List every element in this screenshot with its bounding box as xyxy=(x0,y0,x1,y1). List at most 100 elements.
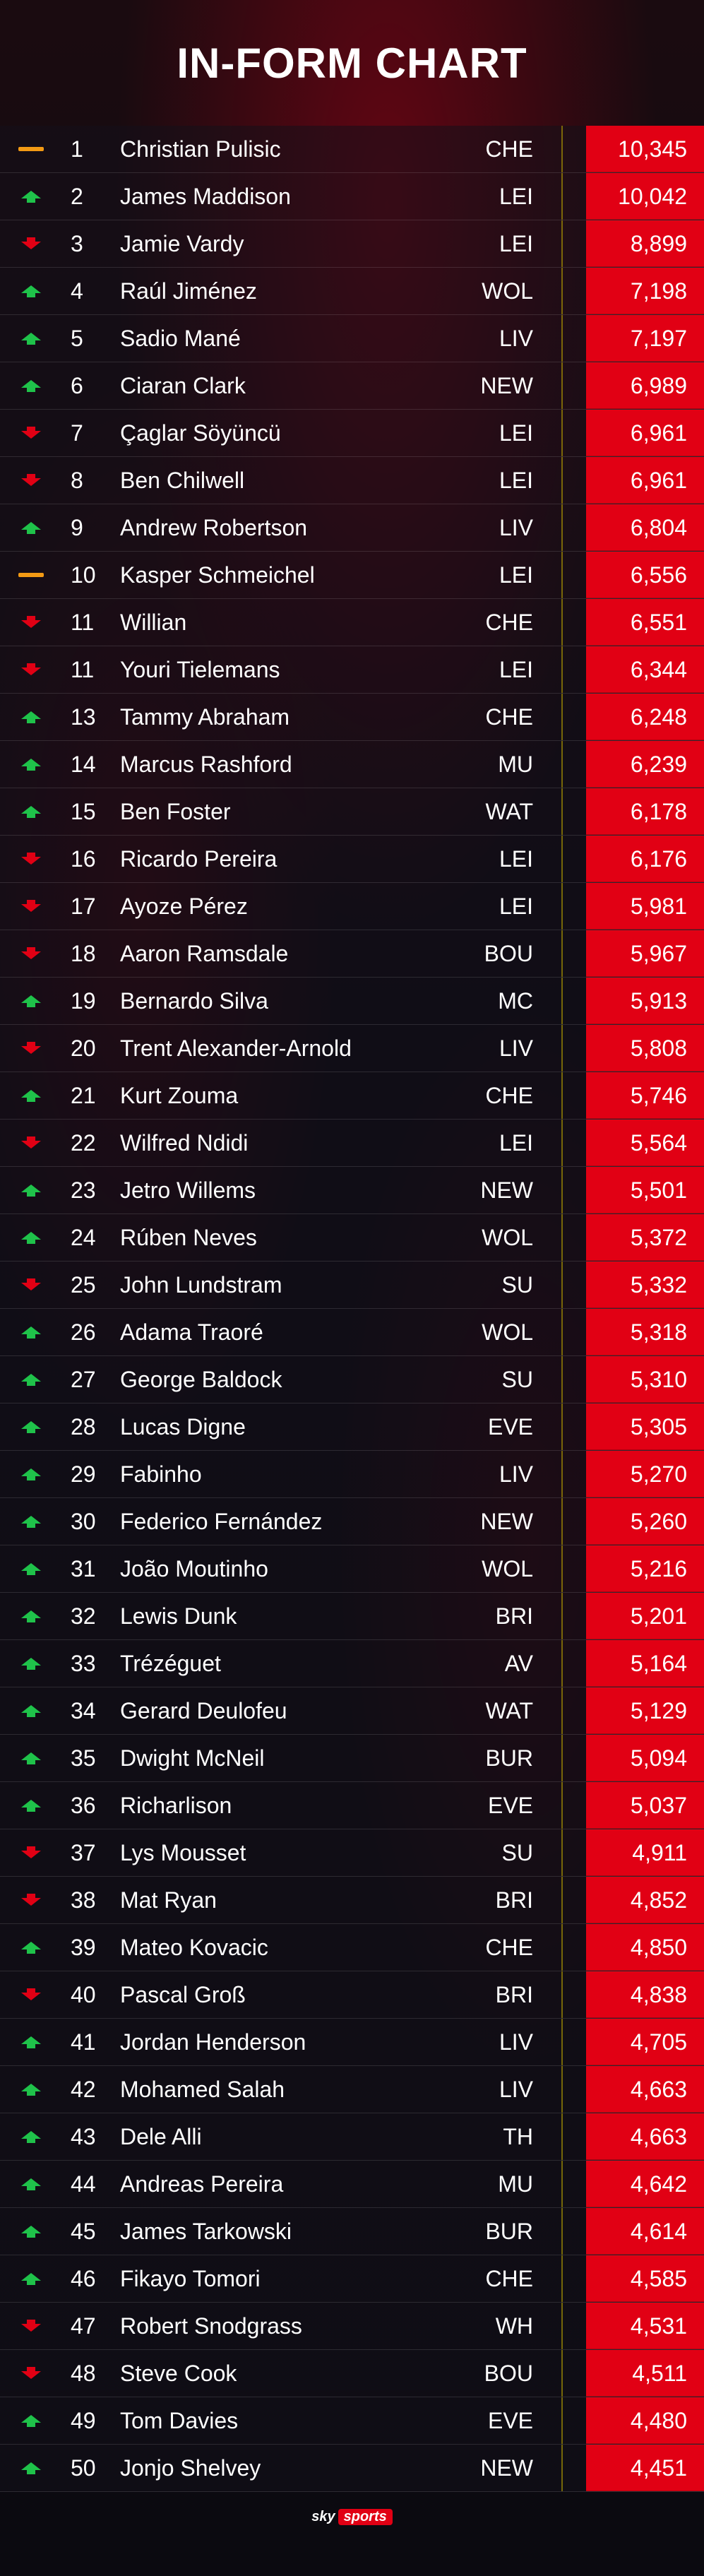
player-name: Kasper Schmeichel xyxy=(120,562,315,588)
points: 10,042 xyxy=(586,173,704,220)
rank: 27 xyxy=(71,1367,96,1392)
club: EVE xyxy=(487,1793,533,1818)
club: CHE xyxy=(485,704,533,730)
trend-up-icon xyxy=(17,2177,45,2191)
club: MC xyxy=(498,988,533,1014)
rank: 21 xyxy=(71,1083,96,1108)
trend-up-icon xyxy=(17,189,45,203)
rank: 3 xyxy=(71,231,83,256)
table-row: 30 Federico Fernández NEW 5,260 xyxy=(0,1498,704,1545)
points: 4,642 xyxy=(586,2161,704,2207)
rank: 31 xyxy=(71,1556,96,1581)
points: 4,850 xyxy=(586,1924,704,1971)
table-row: 16 Ricardo Pereira LEI 6,176 xyxy=(0,836,704,883)
trend-up-icon xyxy=(17,710,45,724)
column-divider xyxy=(561,2161,563,2207)
column-divider xyxy=(561,2350,563,2397)
club: LIV xyxy=(499,1035,533,1061)
trend-down-icon xyxy=(17,473,45,487)
table-row: 13 Tammy Abraham CHE 6,248 xyxy=(0,694,704,741)
column-divider xyxy=(561,883,563,930)
table-row: 33 Trézéguet AV 5,164 xyxy=(0,1640,704,1687)
player-name: James Tarkowski xyxy=(120,2219,292,2244)
rank: 30 xyxy=(71,1509,96,1534)
trend-down-icon xyxy=(17,946,45,961)
rank: 38 xyxy=(71,1887,96,1913)
column-divider xyxy=(561,315,563,362)
table-row: 1 Christian Pulisic CHE 10,345 xyxy=(0,126,704,173)
club: NEW xyxy=(480,1177,533,1203)
column-divider xyxy=(561,362,563,409)
club: LEI xyxy=(499,1130,533,1156)
rank: 28 xyxy=(71,1414,96,1440)
player-name: Trent Alexander-Arnold xyxy=(120,1035,352,1061)
column-divider xyxy=(561,1640,563,1687)
club: CHE xyxy=(485,136,533,162)
points: 5,260 xyxy=(586,1498,704,1545)
column-divider xyxy=(561,788,563,835)
sky-sports-logo: sky sports xyxy=(311,2507,393,2527)
column-divider xyxy=(561,1072,563,1119)
player-name: Ben Foster xyxy=(120,799,231,824)
trend-down-icon xyxy=(17,1278,45,1292)
trend-up-icon xyxy=(17,1609,45,1623)
points: 6,961 xyxy=(586,410,704,456)
trend-up-icon xyxy=(17,1183,45,1197)
points: 5,501 xyxy=(586,1167,704,1213)
table-row: 22 Wilfred Ndidi LEI 5,564 xyxy=(0,1120,704,1167)
logo-sky-text: sky xyxy=(311,2509,335,2524)
rank: 44 xyxy=(71,2171,96,2197)
rank: 20 xyxy=(71,1035,96,1061)
trend-down-icon xyxy=(17,1893,45,1907)
trend-up-icon xyxy=(17,1230,45,1245)
player-name: Youri Tielemans xyxy=(120,657,280,682)
points: 4,480 xyxy=(586,2397,704,2444)
table-row: 45 James Tarkowski BUR 4,614 xyxy=(0,2208,704,2255)
player-name: Ciaran Clark xyxy=(120,373,246,398)
rank: 14 xyxy=(71,752,96,777)
player-name: Fikayo Tomori xyxy=(120,2266,261,2291)
table-row: 21 Kurt Zouma CHE 5,746 xyxy=(0,1072,704,1120)
club: WOL xyxy=(482,1319,533,1345)
player-name: Jetro Willems xyxy=(120,1177,256,1203)
rank: 25 xyxy=(71,1272,96,1298)
table-row: 47 Robert Snodgrass WH 4,531 xyxy=(0,2303,704,2350)
trend-up-icon xyxy=(17,331,45,345)
rank: 10 xyxy=(71,562,96,588)
trend-up-icon xyxy=(17,2035,45,2049)
trend-up-icon xyxy=(17,757,45,771)
trend-up-icon xyxy=(17,1420,45,1434)
points: 5,216 xyxy=(586,1545,704,1592)
trend-down-icon xyxy=(17,2319,45,2333)
rank: 50 xyxy=(71,2455,96,2481)
points: 5,564 xyxy=(586,1120,704,1166)
column-divider xyxy=(561,2208,563,2255)
points: 4,531 xyxy=(586,2303,704,2349)
column-divider xyxy=(561,1356,563,1403)
table-row: 17 Ayoze Pérez LEI 5,981 xyxy=(0,883,704,930)
player-name: Sadio Mané xyxy=(120,326,241,351)
table-row: 48 Steve Cook BOU 4,511 xyxy=(0,2350,704,2397)
trend-same-icon xyxy=(17,568,45,582)
club: CHE xyxy=(485,1083,533,1108)
club: MU xyxy=(498,2171,533,2197)
club: SU xyxy=(501,1272,533,1298)
column-divider xyxy=(561,1593,563,1639)
points: 5,129 xyxy=(586,1687,704,1734)
club: BRI xyxy=(495,1982,533,2007)
table-row: 43 Dele Alli TH 4,663 xyxy=(0,2113,704,2161)
points: 5,305 xyxy=(586,1403,704,1450)
rank: 46 xyxy=(71,2266,96,2291)
table-row: 8 Ben Chilwell LEI 6,961 xyxy=(0,457,704,504)
player-name: Ben Chilwell xyxy=(120,468,245,493)
rank: 32 xyxy=(71,1603,96,1629)
table-row: 42 Mohamed Salah LIV 4,663 xyxy=(0,2066,704,2113)
points: 6,176 xyxy=(586,836,704,882)
rank: 18 xyxy=(71,941,96,966)
table-row: 49 Tom Davies EVE 4,480 xyxy=(0,2397,704,2445)
points: 4,911 xyxy=(586,1829,704,1876)
trend-up-icon xyxy=(17,1467,45,1481)
player-name: Pascal Groß xyxy=(120,1982,246,2007)
club: LIV xyxy=(499,2077,533,2102)
points: 5,746 xyxy=(586,1072,704,1119)
